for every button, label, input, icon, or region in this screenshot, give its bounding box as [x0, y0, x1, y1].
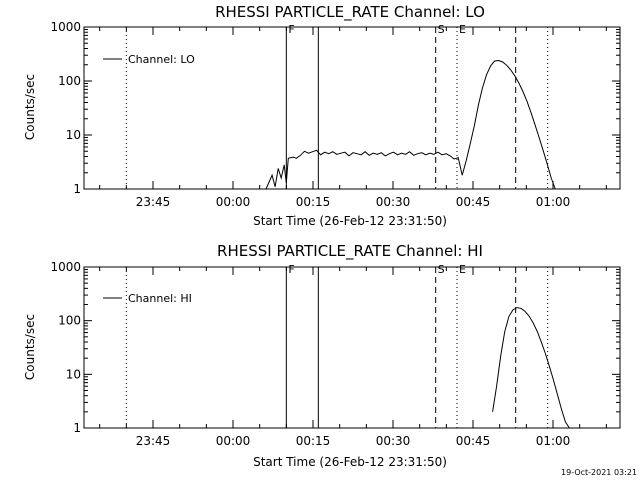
- y-tick-label: 10: [66, 128, 81, 142]
- series-line: [265, 59, 600, 190]
- y-tick-label: 1: [73, 421, 81, 435]
- x-tick-label: 00:00: [216, 195, 251, 209]
- x-tick-label: 01:00: [536, 195, 571, 209]
- y-tick-label: 1000: [50, 20, 81, 34]
- panel-channel-hi: RHESSI PARTICLE_RATE Channel: HI Counts/…: [23, 242, 621, 469]
- x-tick-label: 00:15: [296, 434, 331, 448]
- chart-title: RHESSI PARTICLE_RATE Channel: HI: [217, 242, 483, 261]
- y-tick-label: 10: [66, 367, 81, 381]
- legend-label: Channel: HI: [128, 292, 192, 305]
- x-axis-label: Start Time (26-Feb-12 23:31:50): [253, 455, 447, 469]
- x-tick-label: 23:45: [136, 195, 171, 209]
- event-marker-label: E: [459, 263, 466, 276]
- panel-channel-lo: RHESSI PARTICLE_RATE Channel: LO Counts/…: [23, 3, 621, 228]
- legend-label: Channel: LO: [128, 53, 195, 66]
- event-marker-label: S: [438, 23, 445, 36]
- x-tick-label: 23:45: [136, 434, 171, 448]
- plot-frame: [83, 266, 621, 429]
- y-axis-label: Counts/sec: [23, 314, 37, 380]
- series-line: [492, 307, 570, 429]
- x-tick-label: 00:30: [376, 195, 411, 209]
- event-marker-label: S: [438, 263, 445, 276]
- x-axis-label: Start Time (26-Feb-12 23:31:50): [253, 214, 447, 228]
- footer-timestamp: 19-Oct-2021 03:21: [561, 468, 637, 477]
- x-tick-label: 01:00: [536, 434, 571, 448]
- event-marker-label: E: [459, 23, 466, 36]
- y-tick-label: 1: [73, 182, 81, 196]
- event-marker-label: F: [288, 263, 294, 276]
- x-tick-label: 00:30: [376, 434, 411, 448]
- event-marker-label: F: [288, 23, 294, 36]
- x-tick-label: 00:00: [216, 434, 251, 448]
- x-tick-label: 00:45: [456, 195, 491, 209]
- x-tick-label: 00:15: [296, 195, 331, 209]
- y-tick-label: 1000: [50, 260, 81, 274]
- y-axis-label: Counts/sec: [23, 74, 37, 140]
- x-tick-label: 00:45: [456, 434, 491, 448]
- chart-title: RHESSI PARTICLE_RATE Channel: LO: [215, 3, 485, 22]
- y-tick-label: 100: [58, 74, 81, 88]
- plot-frame: [83, 26, 621, 190]
- y-tick-label: 100: [58, 314, 81, 328]
